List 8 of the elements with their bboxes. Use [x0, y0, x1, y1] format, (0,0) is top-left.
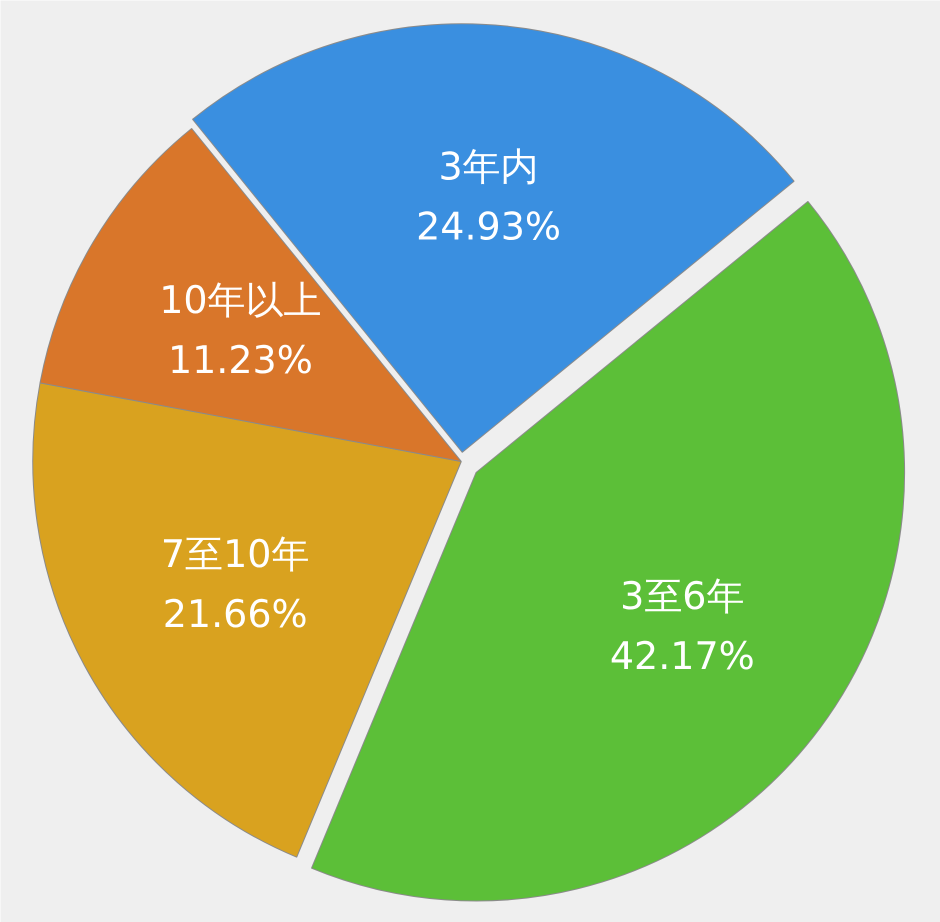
data-label: 11.23%: [168, 338, 313, 382]
slice-label: 7至10年: [160, 532, 310, 576]
slice-label: 10年以上: [159, 278, 322, 322]
slice-label: 3至6年: [620, 574, 744, 618]
data-label: 21.66%: [162, 592, 308, 636]
data-label: 24.93%: [416, 204, 562, 249]
data-label: 42.17%: [610, 634, 755, 678]
slice-label: 3年内: [438, 144, 539, 189]
